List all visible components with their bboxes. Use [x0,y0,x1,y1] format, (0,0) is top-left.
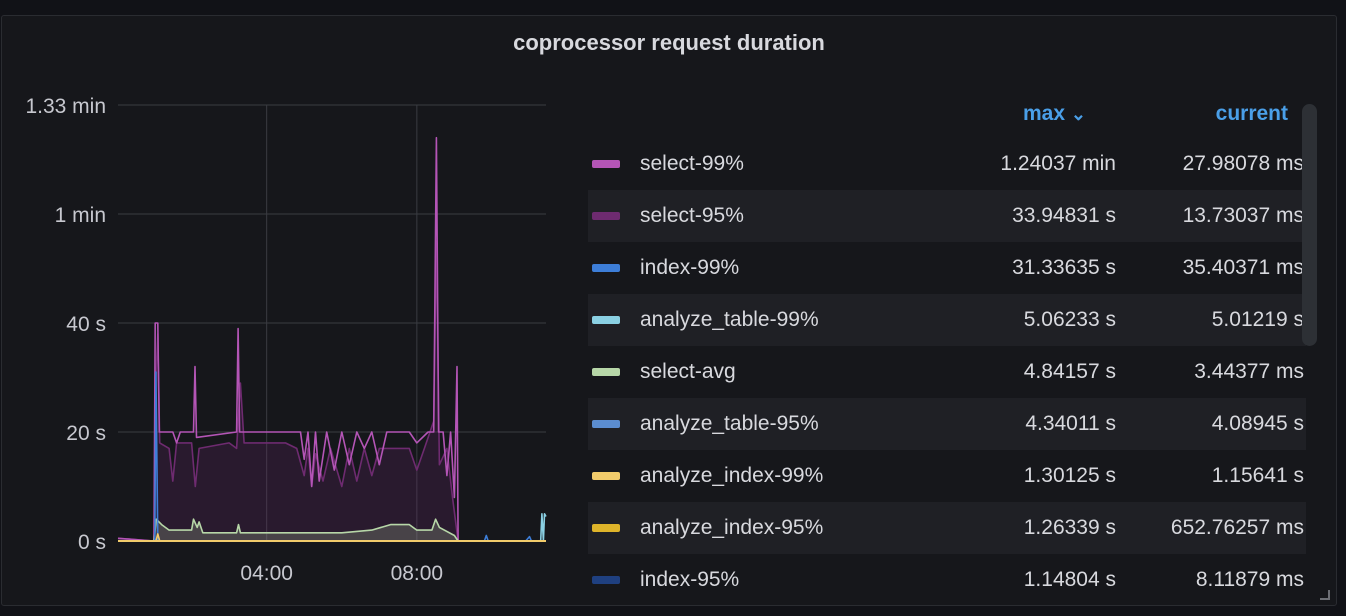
sort-chevron-down-icon: ⌄ [1070,104,1086,124]
series-color-swatch[interactable] [592,316,620,324]
series-name[interactable]: select-95% [640,204,744,227]
series-max: 31.33635 s [1012,256,1116,279]
max-label: max [1023,102,1066,125]
series-current: 35.40371 ms [1182,256,1304,279]
series-color-swatch[interactable] [592,524,620,532]
legend-row[interactable]: index-99% 31.33635 s 35.40371 ms [588,242,1306,294]
y-tick-label: 20 s [66,422,106,445]
series-current: 5.01219 s [1211,308,1304,331]
series-name[interactable]: index-99% [640,256,740,279]
series-color-swatch[interactable] [592,576,620,584]
legend-row[interactable]: select-avg 4.84157 s 3.44377 ms [588,346,1306,398]
series-name[interactable]: index-95% [640,568,740,590]
series-area-select-95% [118,241,546,542]
legend-row[interactable]: analyze_index-95% 1.26339 s 652.76257 ms [588,502,1306,554]
legend-row[interactable]: analyze_index-99% 1.30125 s 1.15641 s [588,450,1306,502]
series-current: 652.76257 ms [1170,516,1304,539]
series-area-select-avg [118,519,546,541]
legend-header-max[interactable]: max ⌄ [1023,102,1086,126]
series-current: 13.73037 ms [1182,204,1304,227]
series-max: 1.30125 s [1023,464,1116,487]
legend-scrollbar[interactable] [1302,104,1317,346]
series-color-swatch[interactable] [592,212,620,220]
series-max: 1.14804 s [1023,568,1116,590]
y-tick-label: 1 min [55,204,106,227]
legend-table: max ⌄ current select-99% 1.24037 min 27.… [588,90,1306,590]
legend-row[interactable]: analyze_table-95% 4.34011 s 4.08945 s [588,398,1306,450]
series-name[interactable]: select-99% [640,152,744,175]
series-color-swatch[interactable] [592,264,620,272]
resize-handle-icon[interactable] [1320,590,1330,600]
series-current: 27.98078 ms [1182,152,1304,175]
x-tick-label: 04:00 [240,562,293,585]
series-name[interactable]: analyze_index-95% [640,516,824,539]
y-tick-label: 0 s [78,531,106,554]
series-max: 5.06233 s [1023,308,1116,331]
series-name[interactable]: analyze_table-99% [640,308,819,331]
series-max: 33.94831 s [1012,204,1116,227]
series-max: 4.34011 s [1025,412,1116,435]
legend-row[interactable]: select-95% 33.94831 s 13.73037 ms [588,190,1306,242]
series-name[interactable]: analyze_index-99% [640,464,824,487]
legend-row[interactable]: analyze_table-99% 5.06233 s 5.01219 s [588,294,1306,346]
series-color-swatch[interactable] [592,368,620,376]
series-line-select-99% [117,136,546,542]
series-color-swatch[interactable] [592,160,620,168]
series-max: 1.24037 min [1000,152,1116,175]
legend-row[interactable]: index-95% 1.14804 s 8.11879 ms [588,554,1306,590]
series-current: 8.11879 ms [1195,568,1304,590]
series-color-swatch[interactable] [592,472,620,480]
series-color-swatch[interactable] [592,420,620,428]
series-name[interactable]: select-avg [640,360,736,383]
series-max: 4.84157 s [1023,360,1116,383]
y-tick-label: 1.33 min [25,95,106,118]
series-line-index-99% [118,371,546,542]
panel-title[interactable]: coprocessor request duration [513,30,825,55]
y-tick-label: 40 s [66,313,106,336]
legend-header-current[interactable]: current [1215,102,1288,125]
series-max: 1.26339 s [1023,516,1116,539]
series-current: 3.44377 ms [1194,360,1304,383]
legend-row[interactable]: select-99% 1.24037 min 27.98078 ms [588,138,1306,190]
series-current: 4.08945 s [1211,412,1304,435]
series-line-select-avg [118,518,546,542]
chart: 0 s 20 s 40 s 1 min 1.33 min 04:00 08:00 [25,95,547,585]
series-current: 1.15641 s [1211,464,1304,487]
x-tick-label: 08:00 [391,562,444,585]
series-name[interactable]: analyze_table-95% [640,412,819,435]
